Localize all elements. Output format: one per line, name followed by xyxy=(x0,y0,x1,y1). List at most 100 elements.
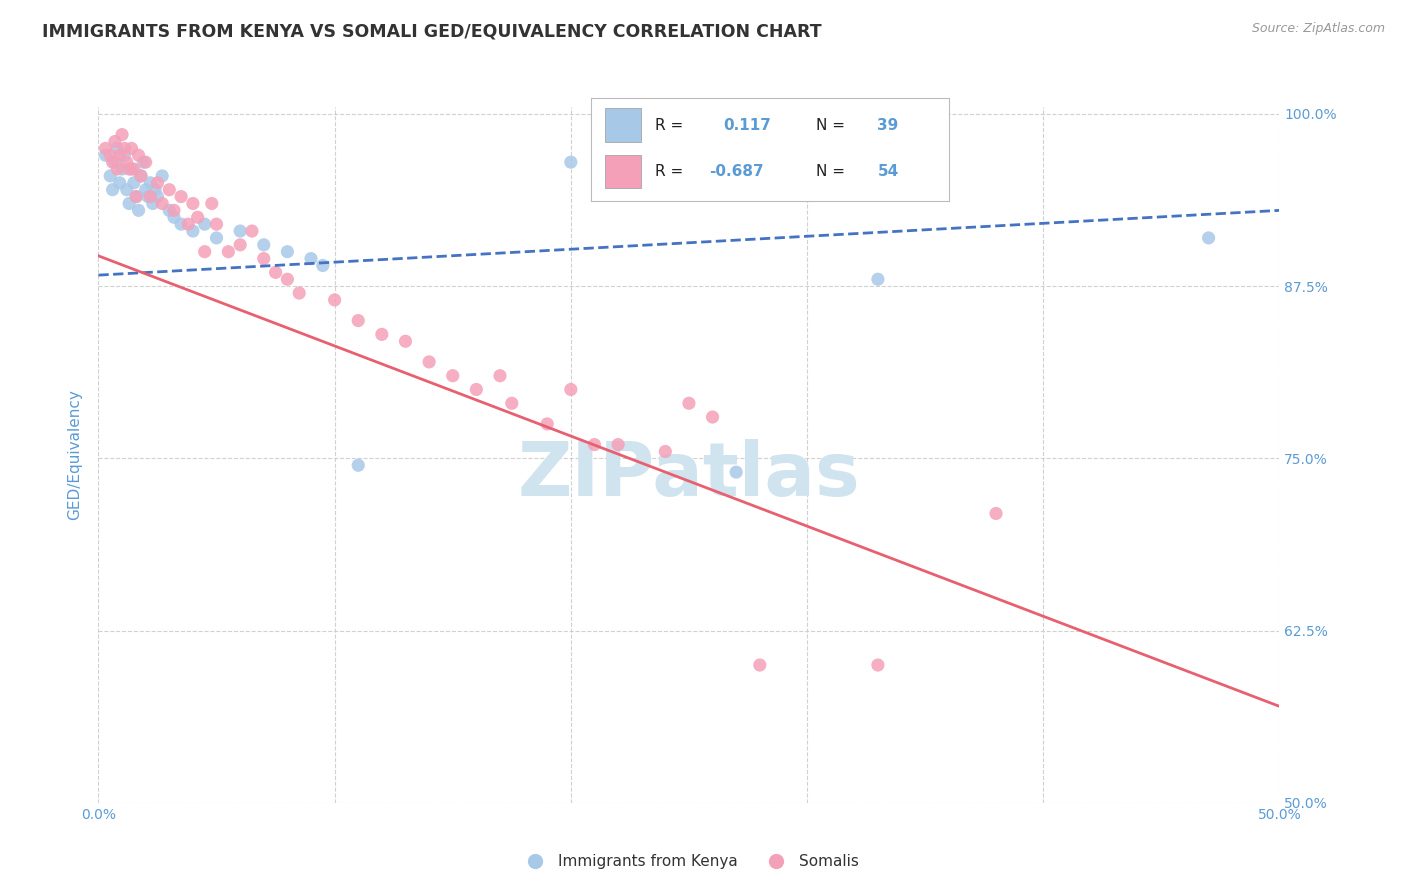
Point xyxy=(139,176,162,190)
Point xyxy=(146,189,169,203)
Point xyxy=(371,327,394,342)
Point xyxy=(157,203,180,218)
Point xyxy=(118,162,141,177)
Point xyxy=(170,217,193,231)
Point xyxy=(94,141,117,155)
Point xyxy=(128,203,150,218)
Point xyxy=(583,437,606,451)
Text: IMMIGRANTS FROM KENYA VS SOMALI GED/EQUIVALENCY CORRELATION CHART: IMMIGRANTS FROM KENYA VS SOMALI GED/EQUI… xyxy=(42,22,821,40)
Text: N =: N = xyxy=(817,164,845,179)
Point xyxy=(94,148,117,162)
Point xyxy=(181,224,204,238)
Point xyxy=(205,231,228,245)
Point xyxy=(984,507,1007,521)
Point xyxy=(129,169,152,183)
Point xyxy=(143,183,166,197)
Point xyxy=(142,196,165,211)
Point xyxy=(108,148,131,162)
Point xyxy=(205,217,228,231)
Point xyxy=(240,224,263,238)
Point xyxy=(725,465,748,479)
Point xyxy=(253,237,276,252)
Legend: Immigrants from Kenya, Somalis: Immigrants from Kenya, Somalis xyxy=(513,848,865,875)
Text: -0.687: -0.687 xyxy=(709,164,763,179)
Text: 0.117: 0.117 xyxy=(723,118,770,133)
Point xyxy=(702,410,724,425)
Point xyxy=(135,183,157,197)
Point xyxy=(163,211,186,225)
Point xyxy=(501,396,523,410)
Point xyxy=(866,658,889,673)
Point xyxy=(128,148,150,162)
Point xyxy=(146,176,169,190)
Point xyxy=(229,237,252,252)
Point xyxy=(129,169,152,183)
Point xyxy=(654,444,676,458)
Point xyxy=(115,155,138,169)
Point xyxy=(105,141,128,155)
Point xyxy=(132,155,155,169)
Point xyxy=(560,383,582,397)
Text: N =: N = xyxy=(817,118,845,133)
Point xyxy=(312,259,335,273)
Point xyxy=(105,162,128,177)
Point xyxy=(101,155,124,169)
Point xyxy=(347,313,370,327)
Point xyxy=(253,252,276,266)
Point xyxy=(163,203,186,218)
Point xyxy=(181,196,204,211)
Point xyxy=(98,169,121,183)
Point xyxy=(201,196,224,211)
Text: R =: R = xyxy=(655,118,683,133)
Point xyxy=(560,155,582,169)
Point xyxy=(394,334,416,349)
Point xyxy=(118,196,141,211)
Point xyxy=(125,189,148,203)
Point xyxy=(125,189,148,203)
Point xyxy=(135,155,157,169)
Point xyxy=(264,265,287,279)
Point xyxy=(136,189,159,203)
Bar xyxy=(605,154,641,188)
Point xyxy=(112,141,135,155)
Point xyxy=(101,183,124,197)
Text: ZIPatlas: ZIPatlas xyxy=(517,439,860,512)
Point xyxy=(111,162,134,177)
Point xyxy=(536,417,558,431)
Y-axis label: GED/Equivalency: GED/Equivalency xyxy=(67,390,83,520)
Text: R =: R = xyxy=(655,164,683,179)
Point xyxy=(104,135,127,149)
Bar xyxy=(605,108,641,142)
Point xyxy=(229,224,252,238)
Point xyxy=(121,141,143,155)
Point xyxy=(194,217,217,231)
Point xyxy=(465,383,488,397)
Point xyxy=(112,148,135,162)
Point xyxy=(111,128,134,142)
Point xyxy=(276,272,298,286)
Point xyxy=(122,162,145,177)
Point xyxy=(489,368,512,383)
Point xyxy=(607,437,630,451)
Point xyxy=(441,368,464,383)
Point xyxy=(121,162,143,177)
Point xyxy=(139,189,162,203)
Point xyxy=(187,211,209,225)
Text: 39: 39 xyxy=(877,118,898,133)
Point xyxy=(115,183,138,197)
Point xyxy=(678,396,700,410)
Point xyxy=(276,244,298,259)
Point xyxy=(418,355,440,369)
Point xyxy=(347,458,370,473)
Point xyxy=(299,252,322,266)
Point xyxy=(866,272,889,286)
Point xyxy=(323,293,346,307)
Point xyxy=(170,189,193,203)
Point xyxy=(748,658,770,673)
Point xyxy=(1198,231,1220,245)
Point xyxy=(150,169,173,183)
Point xyxy=(104,155,127,169)
Point xyxy=(150,196,173,211)
Text: Source: ZipAtlas.com: Source: ZipAtlas.com xyxy=(1251,22,1385,36)
Point xyxy=(177,217,200,231)
